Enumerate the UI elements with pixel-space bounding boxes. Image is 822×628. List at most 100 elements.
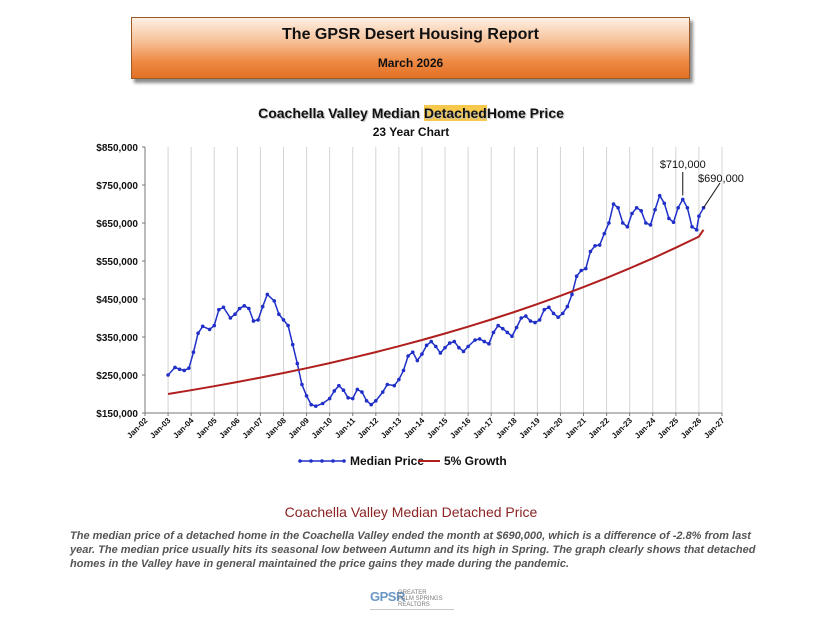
median-price-point — [200, 324, 205, 329]
median-price-point — [593, 244, 597, 248]
chart-legend: Median Price 5% Growth — [298, 454, 507, 468]
median-price-point — [644, 221, 648, 225]
median-price-point — [385, 382, 390, 387]
median-price-point — [625, 225, 630, 229]
median-price-point — [524, 314, 528, 318]
median-price-point — [434, 344, 438, 349]
median-price-point — [447, 341, 452, 345]
median-price-point — [505, 330, 510, 335]
x-tick-label: Jan-15 — [425, 416, 450, 441]
median-price-point — [482, 339, 487, 344]
median-price-point — [346, 396, 350, 400]
x-tick-label: Jan-18 — [494, 416, 519, 441]
x-tick-label: Jan-22 — [587, 416, 612, 441]
median-price-point — [237, 306, 242, 311]
median-price-point — [533, 320, 537, 325]
median-price-point — [461, 349, 466, 354]
median-price-point — [570, 292, 574, 297]
x-tick-label: Jan-23 — [610, 416, 635, 441]
median-price-point — [341, 388, 346, 393]
median-price-point — [374, 399, 378, 403]
median-price-point — [487, 342, 491, 346]
median-price-point — [212, 323, 217, 328]
price-chart: $150,000 $250,000 $350,000 $450,000 $550,000… — [96, 143, 744, 468]
median-price-point — [579, 268, 584, 273]
median-price-point — [443, 345, 447, 350]
annotation-label-710000: $710,000 — [660, 159, 706, 171]
median-price-point — [551, 311, 556, 316]
legend-median-price-marker — [342, 459, 346, 463]
median-price-point — [300, 382, 304, 387]
median-price-point — [364, 399, 369, 403]
median-price-point — [473, 338, 477, 342]
median-price-point — [320, 401, 325, 406]
x-tick-label: Jan-26 — [679, 416, 704, 441]
legend-median-price-label: Median Price — [350, 454, 424, 468]
median-price-point — [355, 387, 360, 392]
median-price-point — [639, 209, 644, 213]
chart-title-part-3: Home Price — [486, 105, 564, 121]
x-tick-label: Jan-17 — [471, 416, 496, 441]
annotation-label-690000: $690,000 — [698, 173, 744, 185]
median-price-point — [653, 207, 657, 212]
median-price-point — [547, 305, 551, 310]
growth-line — [167, 229, 705, 395]
summary-paragraph: The median price of a detached home in t… — [70, 530, 756, 570]
median-price-point — [438, 351, 443, 355]
report-date: March 2026 — [377, 56, 444, 70]
median-price-point — [410, 350, 415, 355]
x-tick-label: Jan-11 — [333, 416, 357, 440]
y-tick-label: $250,000 — [96, 371, 138, 382]
median-price-point — [500, 326, 505, 331]
median-price-point — [676, 206, 680, 210]
median-price-point — [556, 315, 560, 320]
median-price-point — [648, 223, 653, 227]
median-price-point — [281, 318, 286, 322]
median-price-point — [191, 350, 196, 355]
median-price-point — [496, 323, 500, 328]
median-price-point — [457, 345, 461, 350]
median-price-point — [228, 316, 233, 320]
median-price-point — [290, 342, 295, 347]
median-price-point — [685, 206, 690, 210]
median-price-point — [256, 318, 260, 322]
median-price-point — [173, 365, 177, 370]
y-tick-label: $750,000 — [96, 181, 138, 192]
logo-text: GREATER PALM SPRINGS REALTORS — [398, 590, 443, 608]
median-price-point — [265, 292, 270, 297]
median-price-point — [233, 312, 237, 317]
median-price-point — [309, 402, 313, 407]
median-price-point — [662, 201, 667, 206]
median-price-point — [415, 358, 420, 363]
logo-mark: GPSR — [370, 589, 405, 604]
median-price-point — [401, 368, 406, 373]
median-price-point — [424, 343, 429, 348]
x-tick-label: Jan-03 — [148, 416, 173, 441]
median-price-point — [327, 396, 332, 401]
median-price-point — [452, 339, 457, 344]
median-price-point — [360, 390, 364, 394]
median-price-point — [251, 319, 256, 323]
median-price-point — [247, 306, 251, 311]
median-price-point — [272, 299, 277, 303]
median-price-point — [537, 318, 542, 322]
gpsr-logo: GPSR GREATER PALM SPRINGS REALTORS — [370, 589, 454, 617]
legend-median-price-marker — [331, 459, 335, 463]
median-price-point — [697, 214, 701, 218]
median-price-point — [690, 225, 694, 229]
median-price-point — [466, 344, 470, 349]
x-tick-label: Jan-16 — [448, 416, 473, 441]
median-price-point — [542, 307, 547, 312]
median-price-point — [491, 330, 496, 335]
x-tick-label: Jan-09 — [287, 416, 312, 441]
median-price-point — [392, 383, 397, 388]
y-tick-label: $550,000 — [96, 257, 138, 268]
x-tick-label: Jan-07 — [241, 416, 266, 441]
x-tick-label: Jan-19 — [517, 416, 542, 441]
median-price-point — [611, 202, 616, 206]
report-title: The GPSR Desert Housing Report — [282, 26, 539, 43]
median-price-point — [350, 396, 355, 401]
median-price-point — [584, 266, 588, 271]
median-price-point — [597, 243, 602, 247]
y-tick-label: $650,000 — [96, 219, 138, 230]
